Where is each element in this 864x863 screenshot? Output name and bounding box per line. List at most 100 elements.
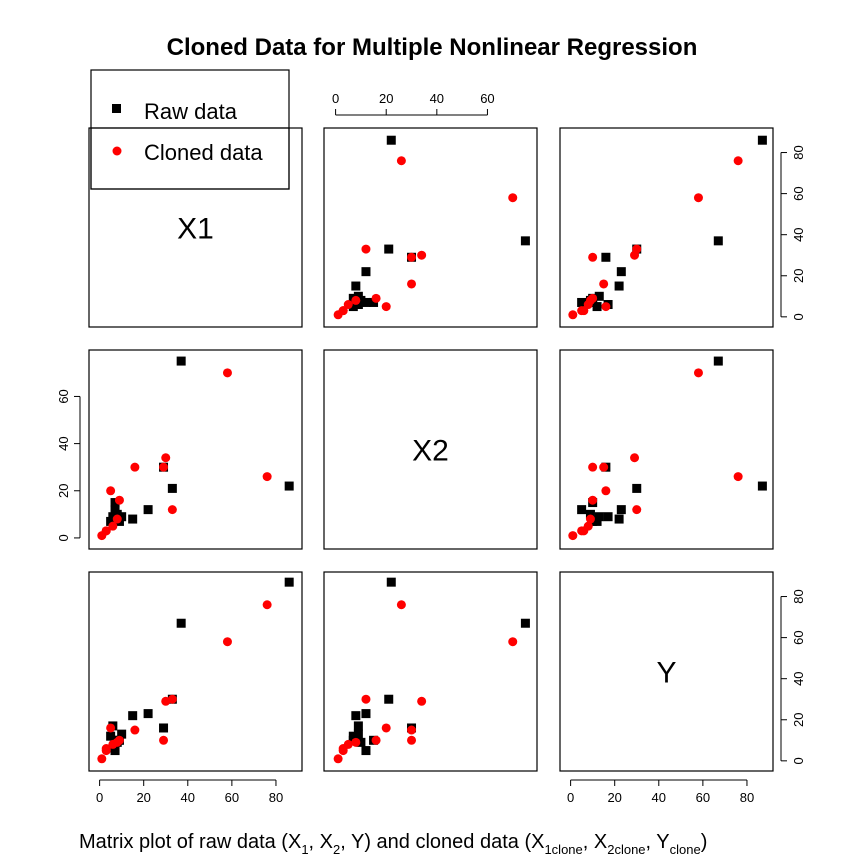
bottom-axis-X1: 0 20 40 60 80 (96, 779, 283, 805)
tick-label: 40 (791, 671, 806, 685)
cloned-point (601, 302, 611, 312)
tick-label: 60 (696, 790, 710, 805)
cloned-point (112, 514, 122, 524)
tick-label: 20 (607, 790, 621, 805)
raw-point (143, 505, 153, 515)
raw-point (577, 505, 587, 515)
raw-point (616, 267, 626, 277)
panel-frame (559, 127, 774, 328)
cloned-point (508, 637, 518, 647)
cloned-point (417, 250, 427, 260)
tick-label: 40 (430, 91, 444, 106)
cloned-point (381, 723, 391, 733)
raw-point (356, 737, 366, 747)
cloned-point (585, 514, 595, 524)
caption-sep-1: , X (309, 831, 333, 853)
cloned-point (396, 600, 406, 610)
cloned-point (508, 193, 518, 203)
cloned-point (588, 462, 598, 472)
caption-sub-3: 1clone (544, 842, 582, 857)
tick-label: 80 (791, 145, 806, 159)
raw-point (167, 483, 177, 493)
raw-point (284, 577, 294, 587)
cloned-point (351, 737, 361, 747)
raw-point (348, 302, 358, 312)
right-axis-Y: 0 20 40 60 80 (780, 589, 806, 764)
panel-Y-X2 (323, 571, 538, 772)
raw-point (632, 483, 642, 493)
tick-label: 60 (480, 91, 494, 106)
left-axis-X2: 0 20 40 60 (56, 389, 81, 542)
panel-X2-X2: X2 (323, 349, 538, 550)
raw-point (585, 509, 595, 519)
bottom-axis-Y: 0 20 40 60 80 (567, 779, 754, 805)
raw-point (351, 711, 361, 721)
raw-point (594, 512, 604, 522)
legend-inner-box (90, 127, 290, 190)
cloned-point (161, 453, 171, 463)
raw-point (577, 297, 587, 307)
panel-frame (559, 571, 774, 772)
panel-Y-X1 (88, 571, 303, 772)
caption-suffix: ) (701, 831, 708, 853)
cloned-point (333, 754, 343, 764)
cloned-point (114, 495, 124, 505)
right-axis-X1: 0 20 40 60 80 (780, 145, 806, 320)
raw-point (713, 356, 723, 366)
tick-label: 80 (740, 790, 754, 805)
raw-point (110, 746, 120, 756)
cloned-point (159, 735, 169, 745)
cloned-point (106, 723, 116, 733)
cloned-point (568, 531, 578, 541)
tick-label: 0 (332, 91, 339, 106)
legend-cloned-marker (112, 146, 122, 156)
raw-point (110, 498, 120, 508)
raw-point (616, 505, 626, 515)
tick-label: 20 (56, 484, 71, 498)
cloned-point (577, 306, 587, 316)
panel-label-X1: X1 (177, 213, 214, 246)
cloned-point (407, 252, 417, 262)
raw-point (713, 236, 723, 246)
raw-point (128, 514, 138, 524)
caption-sep-2: , Y) and cloned data (X (340, 831, 544, 853)
raw-point (351, 281, 361, 291)
tick-label: 80 (269, 790, 283, 805)
cloned-point (130, 725, 140, 735)
tick-label: 40 (791, 227, 806, 241)
cloned-point (733, 156, 743, 166)
tick-label: 40 (652, 790, 666, 805)
panel-frame (88, 571, 303, 772)
tick-label: 20 (379, 91, 393, 106)
tick-label: 80 (791, 589, 806, 603)
cloned-point (108, 739, 118, 749)
raw-point (601, 252, 611, 262)
raw-point (143, 709, 153, 719)
cloned-point (381, 302, 391, 312)
tick-label: 40 (56, 436, 71, 450)
cloned-point (407, 735, 417, 745)
raw-point (159, 723, 169, 733)
cloned-point (693, 368, 703, 378)
caption-sub-1: 1 (301, 842, 308, 857)
cloned-point (632, 505, 642, 515)
cloned-point (632, 244, 642, 254)
cloned-point (159, 462, 169, 472)
panel-X2-Y (559, 349, 774, 550)
tick-label: 0 (96, 790, 103, 805)
cloned-point (588, 495, 598, 505)
cloned-point (588, 252, 598, 262)
cloned-point (371, 293, 381, 303)
cloned-point (108, 521, 118, 531)
cloned-point (130, 462, 140, 472)
caption-sep-3: , X (583, 831, 607, 853)
raw-point (757, 481, 767, 491)
caption-sub-5: clone (670, 842, 701, 857)
panel-Y-Y: Y (559, 571, 774, 772)
raw-point (106, 731, 116, 741)
raw-point (176, 356, 186, 366)
panel-X2-X1 (88, 349, 303, 550)
raw-point (361, 709, 371, 719)
tick-label: 60 (225, 790, 239, 805)
